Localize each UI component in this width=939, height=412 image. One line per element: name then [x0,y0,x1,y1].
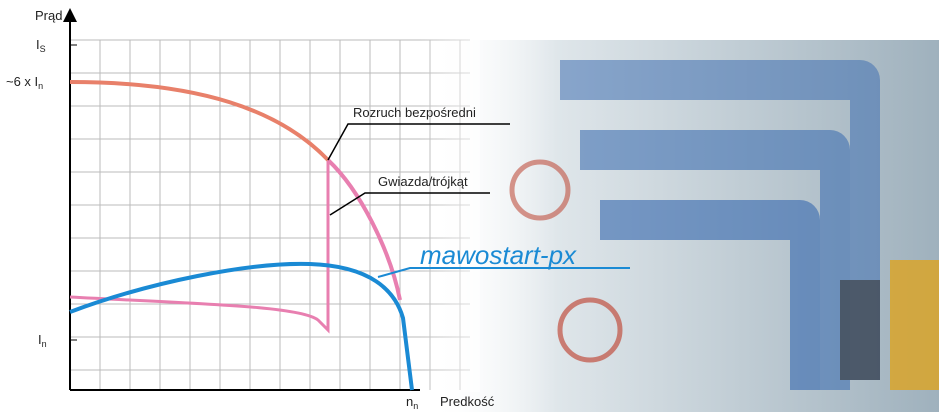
label-sub: n [42,339,47,349]
y-arrow [63,8,77,22]
grid [70,40,470,390]
y-label: In [38,332,47,349]
label-sub: S [40,44,46,54]
label-sub: n [38,81,43,91]
y-label: IS [36,37,46,54]
grid-fade [420,30,480,392]
diagram: Prąd IS ~6 x In In nn Predkość Rozruch b… [0,0,939,412]
annotation: Gwiazda/trójkąt [378,174,468,189]
y-title: Prąd [35,8,62,23]
curve-softstart [70,264,412,390]
x-label: nn [406,394,418,411]
label-main: ~6 x I [6,74,38,89]
background-photo [430,40,939,412]
curve-direct [70,82,328,160]
x-title: Predkość [440,394,495,409]
brand-label: mawostart-px [420,240,577,270]
label-main: n [406,394,413,409]
annotation: Rozruch bezpośredni [353,105,476,120]
y-label: ~6 x In [6,74,43,91]
label-sub: n [413,401,418,411]
